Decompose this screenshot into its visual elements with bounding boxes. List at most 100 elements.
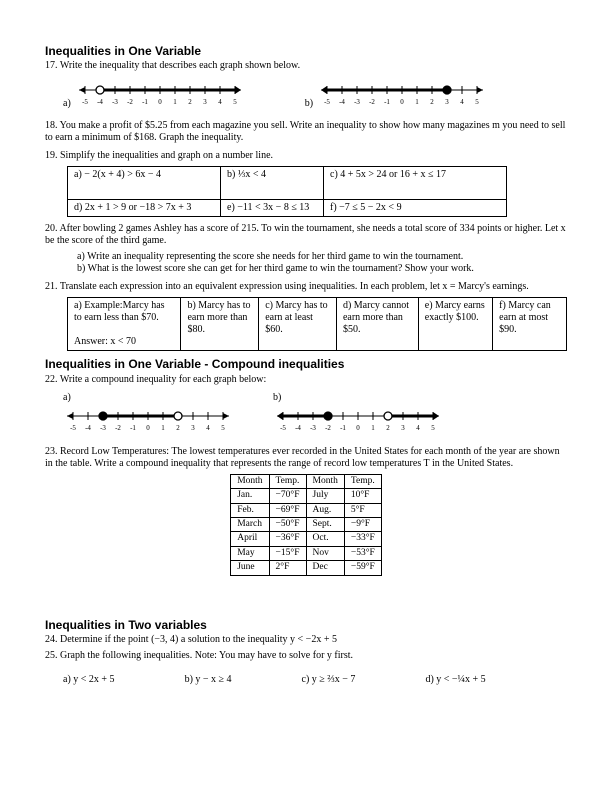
q22-b: b) -5-4-3-2-1012345 <box>273 392 443 436</box>
svg-text:3: 3 <box>445 98 449 106</box>
svg-text:3: 3 <box>401 424 405 432</box>
q20: 20. After bowling 2 games Ashley has a s… <box>45 223 567 247</box>
svg-text:0: 0 <box>158 98 162 106</box>
q19-cell-e: e) −11 < 3x − 8 ≤ 13 <box>221 200 324 217</box>
q23: 23. Record Low Temperatures: The lowest … <box>45 446 567 470</box>
temp-cell: Nov <box>306 546 344 560</box>
svg-text:4: 4 <box>460 98 464 106</box>
q25-b: b) y − x ≥ 4 <box>185 674 232 686</box>
svg-text:3: 3 <box>191 424 195 432</box>
svg-text:2: 2 <box>386 424 390 432</box>
svg-text:4: 4 <box>416 424 420 432</box>
svg-text:-1: -1 <box>340 424 346 432</box>
q25-d: d) y < −¼x + 5 <box>425 674 485 686</box>
temp-cell: July <box>306 489 344 503</box>
temp-cell: June <box>231 561 269 575</box>
temp-cell: March <box>231 517 269 531</box>
q17-b: b) -5-4-3-2-1012345 <box>305 78 487 110</box>
svg-text:-5: -5 <box>70 424 76 432</box>
q22-a: a) -5-4-3-2-1012345 <box>63 392 233 436</box>
q21-a-answer: Answer: x < 70 <box>74 336 136 347</box>
svg-text:5: 5 <box>221 424 225 432</box>
section-2-title: Inequalities in One Variable - Compound … <box>45 357 567 371</box>
q23-text: 23. Record Low Temperatures: The lowest … <box>45 446 560 469</box>
svg-text:-1: -1 <box>130 424 136 432</box>
temp-cell: −36°F <box>269 532 306 546</box>
q21-table: a) Example:Marcy has to earn less than $… <box>67 297 567 351</box>
temp-cell: −15°F <box>269 546 306 560</box>
q25-parts: a) y < 2x + 5 b) y − x ≥ 4 c) y ≥ ⅔x − 7… <box>63 674 567 686</box>
svg-text:-3: -3 <box>354 98 360 106</box>
q17-graphs-row: a) -5-4-3-2-1012345 b) -5-4-3-2-1012345 <box>63 78 567 110</box>
temp-header: Temp. <box>269 474 306 488</box>
q17: 17. Write the inequality that describes … <box>45 60 567 72</box>
svg-text:2: 2 <box>188 98 192 106</box>
q17-b-numline: -5-4-3-2-1012345 <box>317 78 487 110</box>
q22-a-label: a) <box>63 392 233 404</box>
q17-a-numline: -5-4-3-2-1012345 <box>75 78 245 110</box>
q17-b-label: b) <box>305 98 313 110</box>
temp-cell: Oct. <box>306 532 344 546</box>
section-3-title: Inequalities in Two variables <box>45 618 567 632</box>
svg-text:-4: -4 <box>295 424 301 432</box>
temp-cell: −70°F <box>269 489 306 503</box>
q22: 22. Write a compound inequality for each… <box>45 374 567 386</box>
svg-text:-5: -5 <box>280 424 286 432</box>
svg-text:-1: -1 <box>384 98 390 106</box>
temp-cell: −59°F <box>344 561 381 575</box>
q19-table: a) − 2(x + 4) > 6x − 4 b) ⅓x < 4 c) 4 + … <box>67 166 507 217</box>
q18: 18. You make a profit of $5.25 from each… <box>45 120 567 144</box>
q19-cell-d: d) 2x + 1 > 9 or −18 > 7x + 3 <box>68 200 221 217</box>
svg-text:-2: -2 <box>369 98 375 106</box>
temp-cell: 10°F <box>344 489 381 503</box>
q21-c: c) Marcy has to earn at least $60. <box>259 298 337 351</box>
temp-header: Month <box>231 474 269 488</box>
svg-text:5: 5 <box>475 98 479 106</box>
svg-text:3: 3 <box>203 98 207 106</box>
q19-cell-c: c) 4 + 5x > 24 or 16 + x ≤ 17 <box>324 167 507 200</box>
svg-text:-4: -4 <box>339 98 345 106</box>
temp-cell: −69°F <box>269 503 306 517</box>
temp-cell: −9°F <box>344 517 381 531</box>
section-1-title: Inequalities in One Variable <box>45 44 567 58</box>
q21-a-text: a) Example:Marcy has to earn less than $… <box>74 300 165 323</box>
svg-text:0: 0 <box>146 424 150 432</box>
q19-cell-b: b) ⅓x < 4 <box>221 167 324 200</box>
svg-text:4: 4 <box>206 424 210 432</box>
q21-f: f) Marcy can earn at most $90. <box>493 298 567 351</box>
svg-text:1: 1 <box>161 424 165 432</box>
svg-text:-2: -2 <box>115 424 121 432</box>
svg-text:-2: -2 <box>127 98 133 106</box>
svg-text:-3: -3 <box>100 424 106 432</box>
q22-graphs-row: a) -5-4-3-2-1012345 b) -5-4-3-2-1012345 <box>63 392 567 436</box>
svg-text:-5: -5 <box>82 98 88 106</box>
q21-d: d) Marcy cannot earn more than $50. <box>336 298 418 351</box>
q21: 21. Translate each expression into an eq… <box>45 281 567 293</box>
svg-text:1: 1 <box>371 424 375 432</box>
svg-text:2: 2 <box>430 98 434 106</box>
q22-b-label: b) <box>273 392 443 404</box>
temp-cell: Jan. <box>231 489 269 503</box>
temp-cell: −33°F <box>344 532 381 546</box>
q21-b: b) Marcy has to earn more than $80. <box>181 298 259 351</box>
svg-text:-3: -3 <box>310 424 316 432</box>
svg-text:1: 1 <box>415 98 419 106</box>
svg-text:0: 0 <box>400 98 404 106</box>
svg-text:-4: -4 <box>85 424 91 432</box>
q22-b-numline: -5-4-3-2-1012345 <box>273 404 443 436</box>
svg-text:4: 4 <box>218 98 222 106</box>
svg-text:-1: -1 <box>142 98 148 106</box>
q19: 19. Simplify the inequalities and graph … <box>45 150 567 162</box>
q17-a-label: a) <box>63 98 71 110</box>
temp-cell: May <box>231 546 269 560</box>
temp-cell: −53°F <box>344 546 381 560</box>
temp-cell: April <box>231 532 269 546</box>
temp-header: Month <box>306 474 344 488</box>
q25: 25. Graph the following inequalities. No… <box>45 650 567 662</box>
temp-cell: Aug. <box>306 503 344 517</box>
q24: 24. Determine if the point (−3, 4) a sol… <box>45 634 567 646</box>
q20-b: b) What is the lowest score she can get … <box>45 263 567 275</box>
svg-text:0: 0 <box>356 424 360 432</box>
temp-cell: 2°F <box>269 561 306 575</box>
q17-a: a) -5-4-3-2-1012345 <box>63 78 245 110</box>
